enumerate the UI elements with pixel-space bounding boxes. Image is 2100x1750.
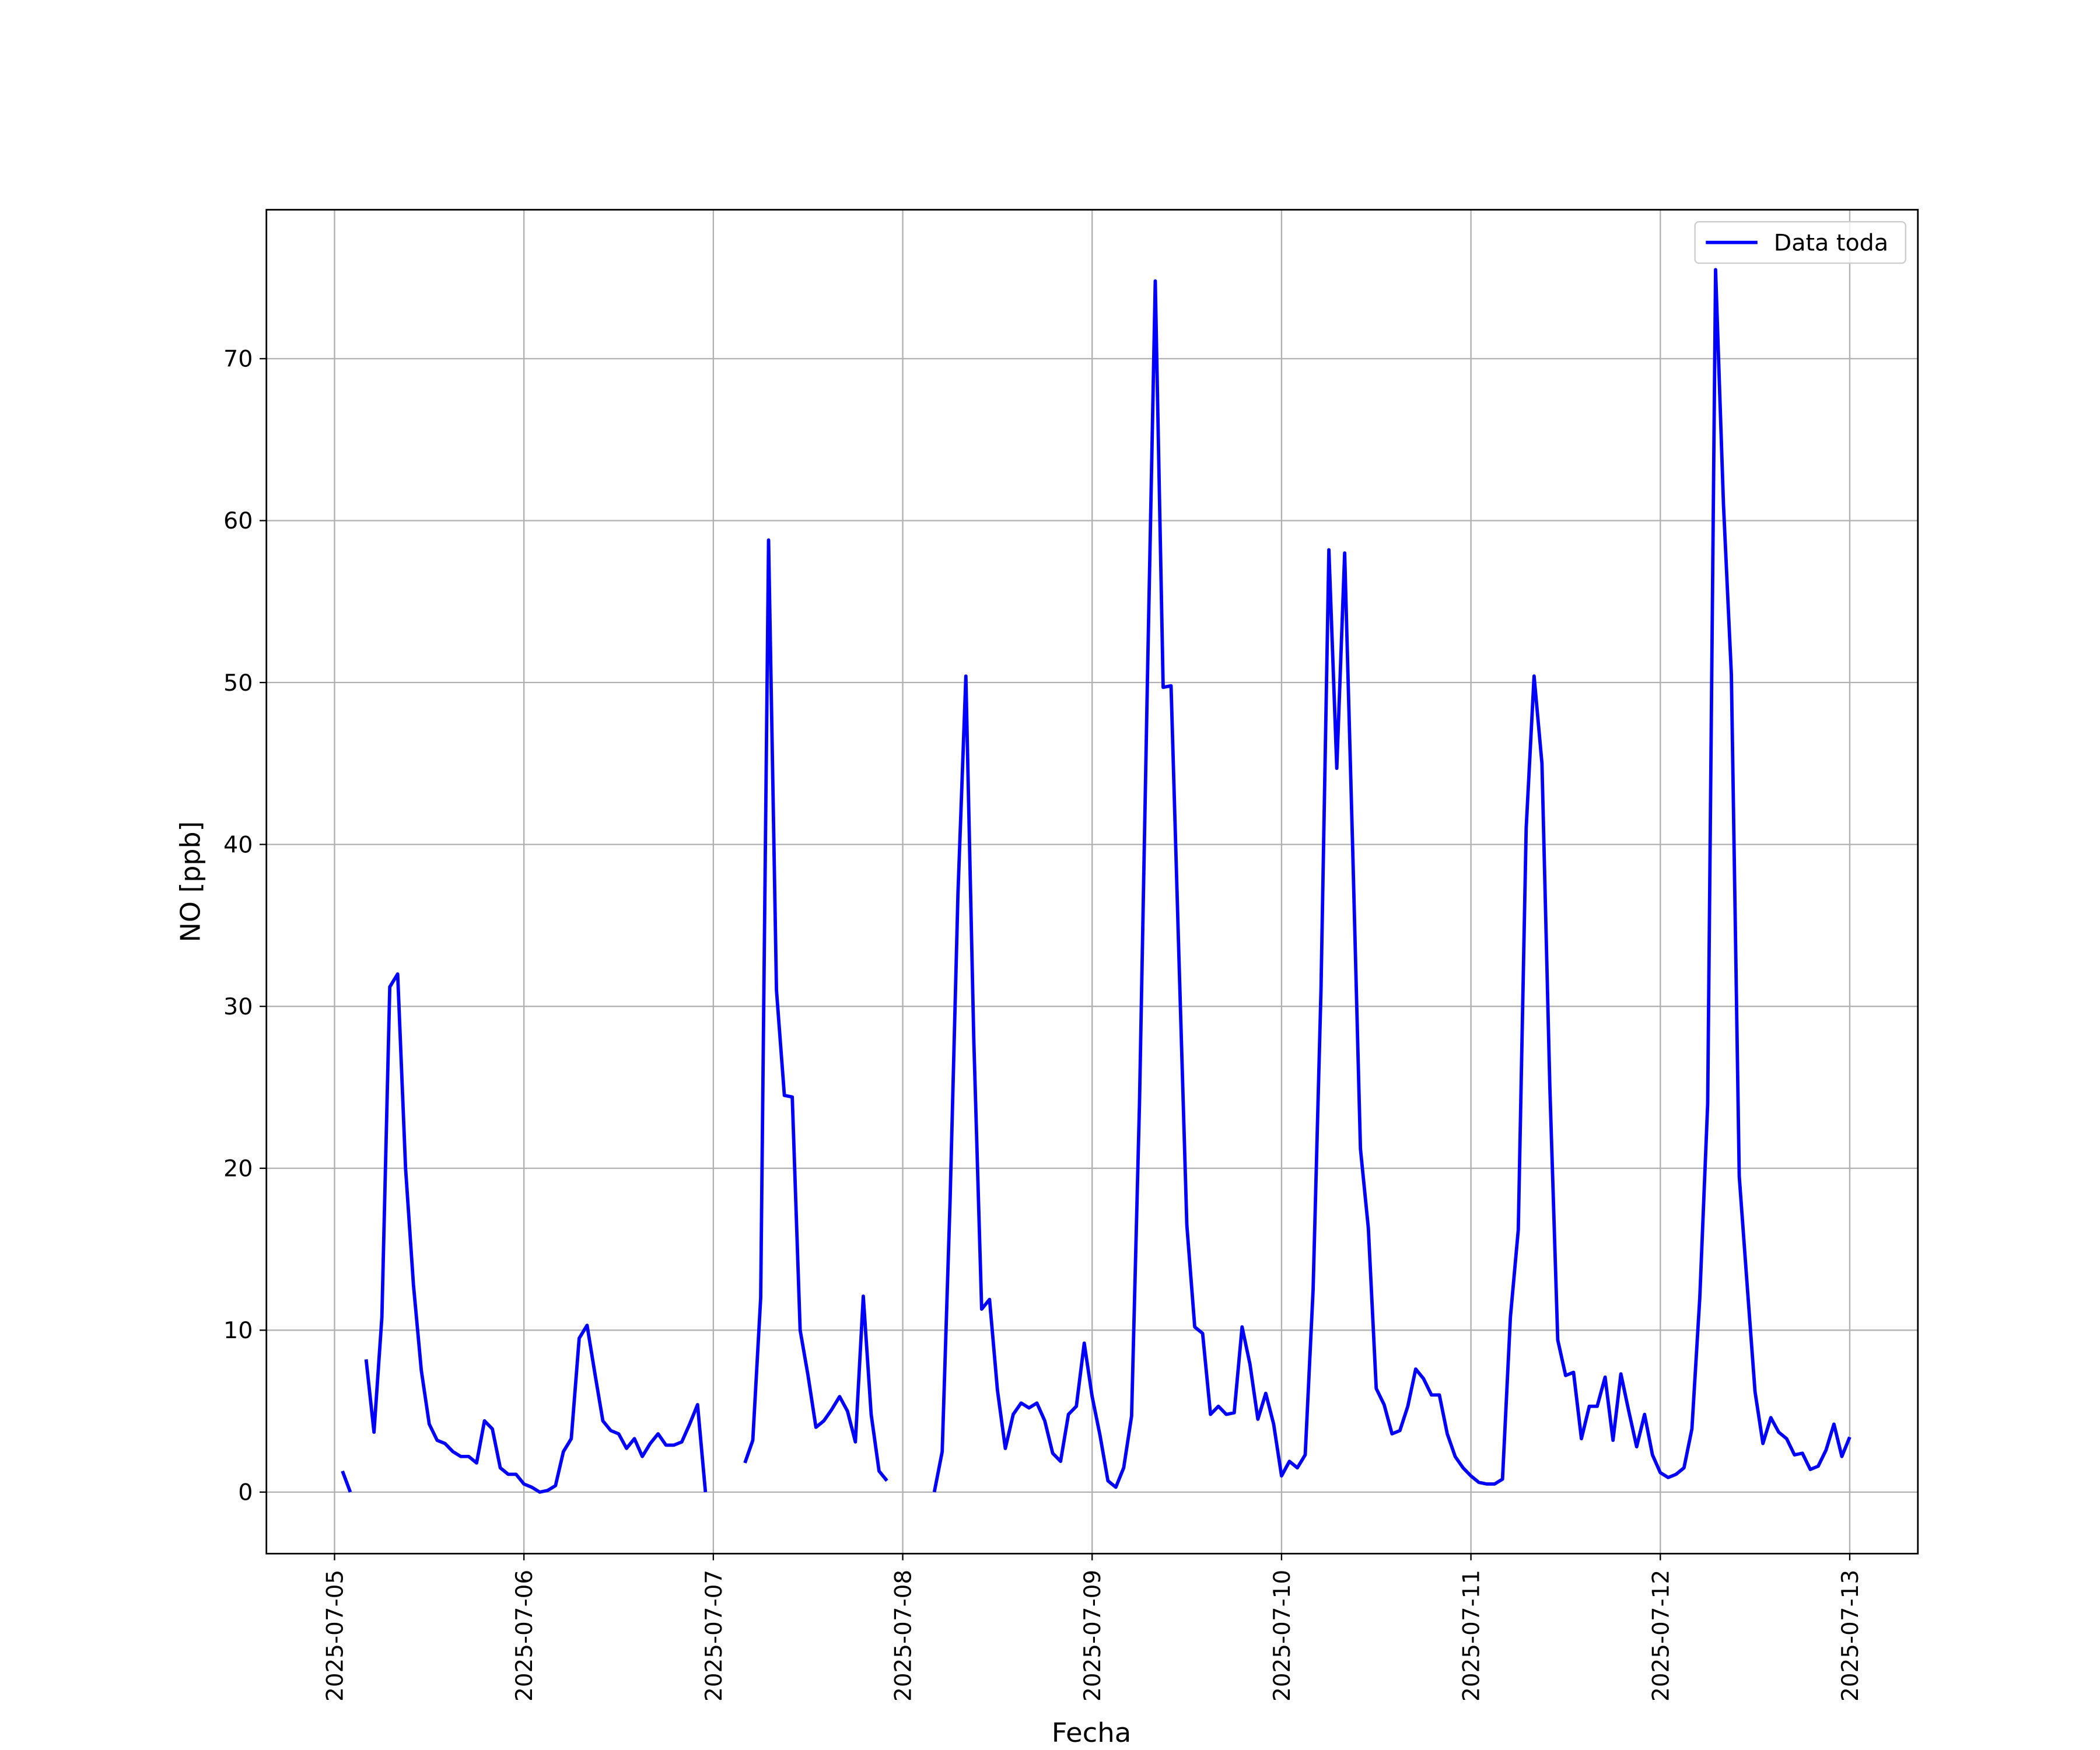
x-tick-label: 2025-07-10 [1269, 1570, 1296, 1702]
x-axis-label: Fecha [1052, 1717, 1132, 1749]
plot-area [341, 268, 1852, 1494]
data-line [341, 268, 1852, 1494]
x-tick-label: 2025-07-12 [1648, 1570, 1674, 1702]
y-tick-label: 20 [223, 1156, 253, 1182]
y-tick-label: 70 [223, 346, 253, 373]
x-tick-label: 2025-07-05 [322, 1570, 348, 1702]
y-tick-label: 0 [238, 1480, 253, 1506]
x-tick-label: 2025-07-07 [701, 1570, 727, 1702]
y-tick-label: 30 [223, 994, 253, 1020]
y-tick-label: 60 [223, 509, 253, 535]
y-axis-label: NO [ppb] [174, 821, 206, 943]
x-tick-label: 2025-07-08 [890, 1570, 916, 1702]
y-tick-label: 40 [223, 832, 253, 859]
y-tick-label: 10 [223, 1318, 253, 1344]
y-tick-label: 50 [223, 670, 253, 696]
x-tick-label: 2025-07-13 [1838, 1570, 1864, 1702]
x-tick-label: 2025-07-09 [1080, 1570, 1106, 1702]
x-tick-label: 2025-07-11 [1458, 1570, 1485, 1702]
legend: Data toda [1694, 221, 1906, 264]
legend-box [1694, 221, 1906, 264]
legend-label: Data toda [1774, 230, 1888, 257]
grid [266, 209, 1918, 1554]
x-tick-label: 2025-07-06 [512, 1570, 538, 1702]
